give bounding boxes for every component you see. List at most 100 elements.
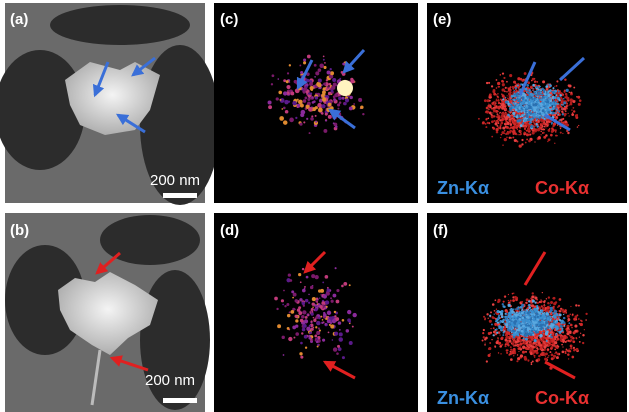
signal-dot bbox=[545, 312, 549, 316]
signal-dot bbox=[570, 347, 573, 350]
signal-dot bbox=[515, 106, 518, 109]
signal-dot bbox=[524, 119, 528, 122]
signal-dot bbox=[518, 134, 520, 136]
signal-dot bbox=[548, 114, 551, 117]
signal-dot bbox=[330, 89, 334, 93]
signal-dot bbox=[512, 109, 514, 112]
signal-dot bbox=[309, 285, 314, 290]
signal-dot bbox=[484, 344, 486, 346]
signal-dot bbox=[497, 98, 500, 101]
signal-dot bbox=[534, 305, 536, 308]
signal-dot bbox=[306, 72, 310, 76]
signal-dot bbox=[527, 322, 529, 325]
signal-dot bbox=[548, 319, 551, 322]
signal-dot bbox=[522, 337, 525, 340]
signal-dot bbox=[532, 319, 535, 321]
signal-dot bbox=[500, 121, 504, 125]
signal-dot bbox=[557, 306, 559, 308]
signal-dot bbox=[535, 93, 538, 96]
signal-dot bbox=[495, 341, 499, 345]
signal-dot bbox=[569, 313, 572, 316]
signal-dot bbox=[501, 93, 503, 95]
signal-dot bbox=[509, 129, 513, 133]
signal-dot bbox=[326, 319, 331, 324]
signal-dot bbox=[541, 307, 545, 311]
signal-dot bbox=[544, 105, 546, 107]
signal-dot bbox=[562, 104, 564, 106]
signal-dot bbox=[523, 322, 525, 324]
signal-dot bbox=[279, 98, 282, 101]
signal-dot bbox=[564, 96, 566, 98]
signal-dot bbox=[310, 312, 314, 316]
signal-dot bbox=[571, 355, 575, 359]
signal-dot bbox=[557, 105, 560, 107]
signal-dot bbox=[554, 338, 557, 341]
signal-dot bbox=[540, 130, 542, 133]
signal-dot bbox=[507, 110, 509, 112]
signal-dot bbox=[302, 304, 305, 307]
signal-dot bbox=[527, 102, 531, 106]
signal-dot bbox=[550, 121, 554, 125]
signal-dot bbox=[558, 334, 560, 337]
signal-dot bbox=[504, 108, 507, 110]
signal-dot bbox=[274, 296, 278, 301]
signal-dot bbox=[510, 313, 512, 316]
signal-dot bbox=[561, 327, 564, 330]
signal-dot bbox=[539, 124, 542, 127]
signal-dot bbox=[541, 321, 544, 325]
signal-dot bbox=[551, 101, 554, 105]
signal-dot bbox=[339, 77, 342, 80]
particle bbox=[65, 62, 160, 135]
signal-dot bbox=[541, 109, 545, 113]
signal-dot bbox=[567, 349, 571, 353]
signal-dot bbox=[517, 328, 521, 332]
signal-dot bbox=[531, 360, 534, 363]
signal-dot bbox=[558, 110, 561, 113]
signal-dot bbox=[570, 344, 573, 346]
signal-dot bbox=[507, 293, 510, 296]
signal-dot bbox=[493, 92, 497, 96]
signal-dot bbox=[543, 304, 546, 307]
signal-dot bbox=[312, 326, 315, 329]
signal-dot bbox=[493, 115, 496, 118]
arrows bbox=[92, 56, 156, 134]
signal-dot bbox=[316, 303, 319, 305]
signal-dot bbox=[525, 323, 528, 325]
signal-dot bbox=[327, 86, 330, 89]
signal-dot bbox=[323, 128, 328, 133]
signal-dot bbox=[527, 124, 531, 128]
signal-dot bbox=[508, 312, 511, 315]
signal-dot bbox=[500, 133, 503, 136]
signal-dot bbox=[548, 83, 550, 85]
signal-dot bbox=[518, 321, 520, 324]
signal-dot bbox=[284, 99, 289, 105]
signal-dot bbox=[529, 333, 533, 336]
signal-dot bbox=[564, 78, 567, 81]
signal-dot bbox=[551, 332, 555, 336]
signal-dot bbox=[301, 267, 305, 271]
panel-d: (d) bbox=[214, 213, 418, 412]
signal-dot bbox=[317, 83, 322, 88]
signal-dot bbox=[331, 339, 334, 341]
signal-dot bbox=[549, 91, 553, 95]
signal-dot bbox=[512, 312, 514, 314]
signal-dot bbox=[564, 340, 567, 343]
signal-dot bbox=[533, 354, 536, 357]
signal-dot bbox=[550, 312, 552, 315]
signal-dot bbox=[518, 89, 521, 92]
signal-dot bbox=[523, 106, 526, 109]
signal-dot bbox=[517, 357, 521, 361]
signal-dot bbox=[311, 297, 316, 302]
signal-dot bbox=[513, 295, 517, 299]
signal-dot bbox=[526, 307, 529, 310]
signal-dot bbox=[285, 80, 289, 84]
signal-dot bbox=[561, 98, 564, 100]
signal-dot bbox=[497, 126, 500, 129]
signal-dot bbox=[527, 343, 530, 346]
signal-dot bbox=[513, 355, 515, 357]
signal-dot bbox=[510, 126, 512, 129]
signal-dot bbox=[517, 95, 519, 97]
signal-dot bbox=[308, 301, 311, 304]
signal-dot bbox=[314, 339, 317, 342]
signal-dot bbox=[548, 128, 551, 130]
